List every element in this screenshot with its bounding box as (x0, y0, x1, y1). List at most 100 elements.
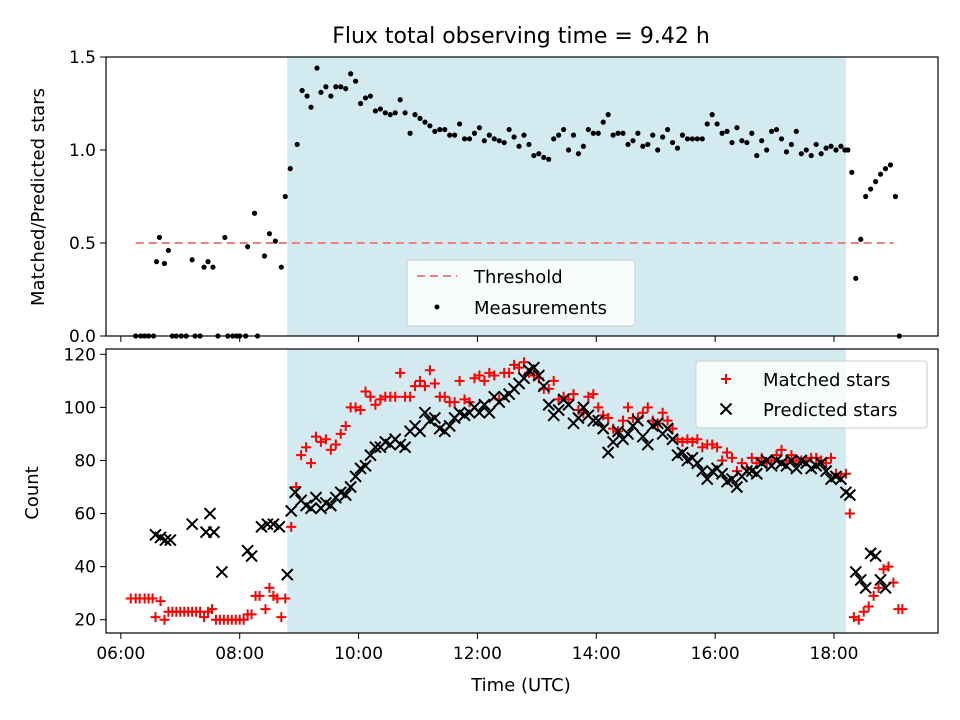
measurement-point (783, 149, 790, 155)
measurement-point (272, 238, 278, 244)
x-axis-label: Time (UTC) (470, 675, 571, 696)
matched-star-point (325, 444, 336, 455)
matched-star-point (296, 450, 307, 461)
measurement-point (437, 126, 443, 133)
matched-star-point (618, 415, 629, 426)
measurement-point (541, 154, 547, 161)
measurement-point (808, 152, 814, 159)
predicted-star-point (750, 467, 763, 480)
measurement-point (496, 138, 502, 144)
predicted-star-point (785, 454, 798, 467)
top-axes-frame (105, 56, 939, 337)
measurement-point (739, 138, 745, 144)
predicted-star-point (631, 414, 645, 427)
measurement-point (338, 84, 344, 90)
matched-star-point (883, 561, 894, 572)
measurement-point (481, 138, 487, 144)
matched-star-point (548, 375, 559, 386)
bottom-panel: 20 40 60 80 100 120 06:00 08:00 10:00 12:00 14:00… (22, 345, 939, 696)
measurement-point (833, 147, 839, 153)
predicted-star-point (478, 398, 491, 411)
matched-star-point (199, 612, 210, 623)
matched-star-point (863, 601, 874, 612)
measurement-point (526, 141, 532, 148)
bottom-legend: Matched stars Predicted stars (695, 360, 928, 429)
measurement-point (491, 136, 497, 142)
measurement-point (744, 139, 750, 146)
measurement-point (605, 112, 611, 118)
top-legend-box (406, 259, 636, 327)
measurement-point (556, 132, 562, 138)
matched-star-point (766, 455, 777, 466)
matched-star-point (786, 450, 797, 461)
matched-star-point (419, 381, 430, 392)
matched-star-point (563, 394, 574, 405)
measurement-point (813, 141, 819, 148)
measurement-point (521, 132, 527, 138)
matched-star-point (692, 434, 703, 445)
matched-star-point (424, 365, 435, 376)
predicted-star-point (324, 499, 338, 512)
measurement-point (719, 130, 725, 136)
measurement-point (245, 244, 251, 250)
bottom-y-axis-label: Count (22, 466, 43, 519)
measurement-point (868, 186, 874, 192)
matched-star-point (355, 405, 366, 416)
matched-star-point (776, 444, 787, 455)
matched-star-point (826, 452, 837, 463)
measurement-point (699, 136, 705, 142)
measurement-point (863, 193, 869, 200)
predicted-star-point (621, 427, 635, 441)
predicted-star-point (428, 411, 442, 425)
y-tick-label: 80 (74, 451, 96, 471)
predicted-star-point (281, 568, 294, 581)
matched-star-point (726, 452, 737, 463)
predicted-star-point (207, 525, 221, 539)
predicted-star-point (691, 456, 704, 470)
legend-plus-marker (721, 374, 731, 384)
measurement-point (466, 136, 473, 142)
predicted-star-point (542, 398, 555, 411)
matched-star-point (306, 458, 317, 469)
matched-star-point (844, 508, 855, 519)
measurement-point (299, 87, 305, 94)
measurement-point (724, 128, 730, 134)
matched-star-point (238, 614, 249, 625)
measurement-point (887, 162, 894, 168)
matched-star-point (147, 593, 158, 604)
measurement-point (635, 130, 641, 136)
measurement-point (665, 126, 671, 133)
top-y-ticks: 0.0 0.5 1.0 1.5 (69, 48, 106, 347)
predicted-star-point (849, 565, 862, 579)
x-tick-label: 18:00 (810, 644, 859, 664)
predicted-star-point (517, 371, 531, 385)
matched-star-point (474, 370, 485, 381)
measurement-point (773, 126, 780, 133)
measurement-point (222, 234, 228, 241)
matched-star-point (489, 370, 500, 381)
predicted-star-point (215, 565, 229, 579)
x-tick-label: 10:00 (334, 644, 383, 664)
measurement-point (625, 141, 631, 148)
measurement-point (849, 169, 855, 175)
measurement-point (853, 275, 859, 281)
predicted-star-point (874, 573, 887, 587)
predicted-star-point (790, 462, 803, 475)
measurement-point (845, 147, 851, 153)
matched-star-point (260, 604, 271, 615)
measurement-point (674, 145, 681, 151)
measurement-point (452, 132, 458, 138)
legend-predicted-swatch (719, 402, 733, 416)
predicted-star-point (730, 480, 744, 494)
measurement-point (432, 128, 438, 134)
top-x-ticks (120, 336, 835, 342)
measurement-point (873, 179, 879, 185)
predicted-star-point (273, 520, 286, 534)
matched-star-point (301, 442, 312, 453)
measurement-point (714, 121, 720, 127)
y-tick-label: 20 (74, 611, 96, 631)
top-panel: Flux total observing time = 9.42 h 0.00.… (28, 24, 939, 347)
measurement-point (397, 97, 403, 103)
measurement-point (189, 257, 195, 263)
measurement-point (660, 134, 666, 140)
